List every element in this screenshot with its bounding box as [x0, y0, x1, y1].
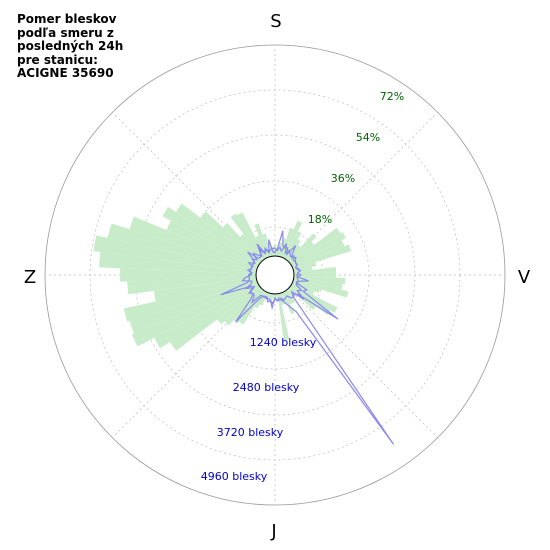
count-tick-3720: 3720 blesky	[217, 426, 284, 439]
percent-bar-630	[253, 274, 257, 276]
percent-bar-310	[200, 211, 261, 264]
count-line	[220, 230, 395, 445]
percent-bar-550	[269, 293, 273, 301]
percent-bar-295	[166, 220, 259, 268]
percent-bar-580	[233, 289, 264, 324]
percent-bar-535	[275, 293, 279, 299]
percent-bar-465	[293, 279, 349, 298]
hub-circle	[255, 255, 295, 295]
percent-bar-420	[291, 249, 317, 267]
percent-bar-160	[280, 292, 287, 305]
percent-bar-275	[99, 252, 257, 275]
percent-bar-455	[293, 275, 346, 285]
percent-bar-315	[222, 222, 263, 263]
percent-bar-230	[217, 286, 261, 325]
percent-bar-500	[286, 289, 293, 296]
grid-spoke-135	[288, 288, 438, 438]
percent-bar-610	[250, 280, 258, 285]
percent-bar-395	[285, 239, 301, 260]
percent-bar-525	[279, 293, 283, 299]
count-tick-2480: 2480 blesky	[233, 381, 300, 394]
percent-bar-65	[291, 240, 345, 268]
direction-label-bottom: J	[270, 521, 276, 542]
percent-bar-255	[123, 279, 257, 322]
percent-bar-380	[280, 250, 285, 258]
percent-bar-545	[271, 293, 275, 299]
percent-bar-505	[285, 290, 296, 303]
percent-bar-375	[279, 251, 283, 257]
percent-bar-290	[129, 216, 258, 270]
direction-label-left: Z	[24, 267, 36, 288]
percent-bar-510	[283, 291, 288, 297]
percent-bar-280	[93, 235, 257, 273]
percent-bar-245	[131, 282, 259, 347]
percent-bar-570	[254, 291, 267, 309]
percent-bar-330	[237, 212, 267, 259]
percent-bar-470	[292, 280, 320, 294]
percent-bar-645	[242, 265, 257, 271]
percent-tick-36: 36%	[331, 172, 355, 185]
percent-bar-725	[275, 253, 278, 257]
percent-bar-300	[162, 206, 259, 267]
percent-tick-54: 54%	[356, 131, 380, 144]
count-tick-4960: 4960 blesky	[201, 470, 268, 483]
percent-bar-440	[293, 268, 304, 273]
percent-bar-240	[154, 283, 259, 349]
percent-bar-285	[107, 223, 257, 271]
percent-bar-530	[277, 293, 290, 341]
percent-bar-265	[127, 275, 257, 295]
percent-bar-540	[274, 293, 276, 297]
chart-title: Pomer bleskov podľa smeru z posledných 2…	[17, 12, 124, 80]
percent-bar-450	[293, 272, 337, 278]
percent-bar-445	[293, 267, 337, 275]
percent-bar-305	[175, 203, 260, 265]
percent-bar-515	[282, 291, 286, 297]
percent-bar-565	[259, 291, 268, 306]
percent-tick-72: 72%	[380, 90, 404, 103]
percent-bar-715	[272, 253, 275, 257]
percent-bar-320	[239, 233, 264, 261]
center-hub	[255, 255, 295, 295]
percent-bar-430	[292, 260, 312, 270]
percent-bar-325	[230, 213, 265, 260]
percent-bar-20	[280, 227, 294, 258]
percent-bar-260	[153, 277, 257, 302]
percent-bar-390	[283, 231, 302, 259]
direction-label-top: S	[270, 11, 281, 32]
percent-tick-18: 18%	[308, 213, 332, 226]
percent-bar-270	[120, 268, 257, 282]
count-tick-1240: 1240 blesky	[250, 336, 317, 349]
percent-bar-575	[239, 290, 265, 325]
percent-bar-235	[169, 285, 260, 351]
direction-label-right: V	[518, 267, 531, 288]
percent-bar-585	[224, 287, 263, 326]
count-series-line	[220, 230, 395, 445]
percent-bar-620	[251, 277, 257, 281]
percent-bar-385	[282, 244, 291, 259]
axis-labels: S V J Z 18% 36% 54% 72% 1240 blesky 2480 bles…	[24, 11, 531, 542]
